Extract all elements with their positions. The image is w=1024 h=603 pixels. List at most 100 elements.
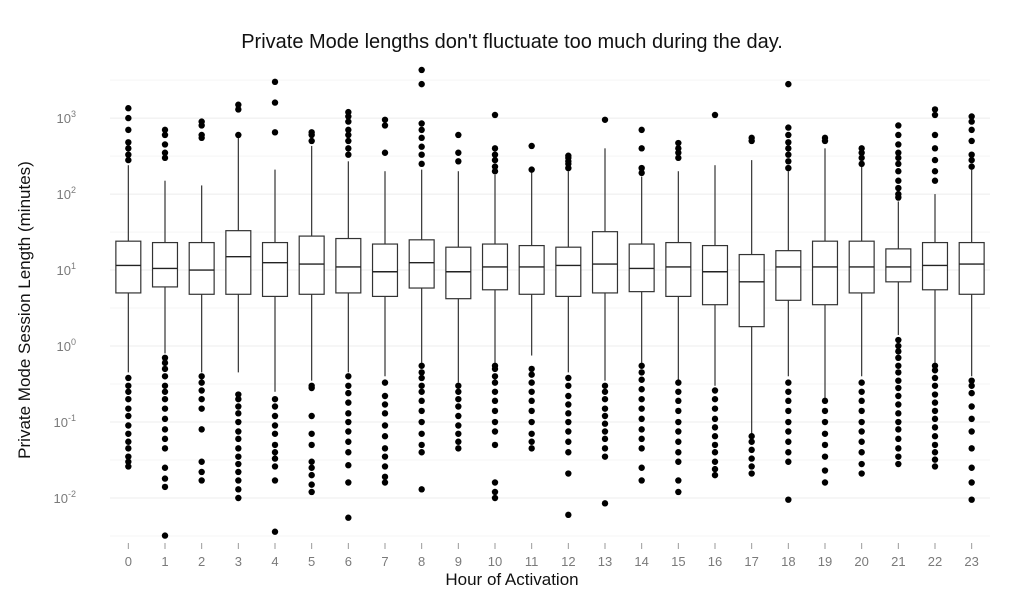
outlier-point xyxy=(675,397,682,405)
outlier-point xyxy=(711,441,719,449)
outlier-point xyxy=(418,151,425,158)
outlier-point xyxy=(381,379,389,386)
boxes-layer xyxy=(115,66,985,539)
outlier-point xyxy=(345,449,352,456)
outlier-point xyxy=(235,468,242,476)
outlier-point xyxy=(785,418,792,426)
outlier-point xyxy=(711,465,719,473)
outlier-point xyxy=(161,382,169,389)
outlier-point xyxy=(931,463,939,470)
outlier-point xyxy=(711,415,719,423)
outlier-point xyxy=(931,374,939,382)
outlier-point xyxy=(198,477,205,484)
outlier-point xyxy=(381,392,389,400)
outlier-point xyxy=(968,428,975,435)
outlier-point xyxy=(785,379,792,386)
outlier-point xyxy=(198,458,205,465)
outlier-point xyxy=(638,169,645,177)
outlier-point xyxy=(821,479,829,486)
outlier-point xyxy=(675,488,682,496)
box-iqr xyxy=(775,250,802,301)
outlier-point xyxy=(968,389,975,397)
outlier-point xyxy=(931,407,939,415)
outlier-point xyxy=(968,156,975,164)
outlier-point xyxy=(308,471,315,479)
x-tick-label: 14 xyxy=(634,554,648,569)
outlier-point xyxy=(235,395,242,403)
box-iqr xyxy=(151,241,179,288)
outlier-point xyxy=(271,78,279,86)
outlier-point xyxy=(931,106,939,113)
outlier-point xyxy=(931,391,939,398)
outlier-point xyxy=(895,445,902,452)
outlier-point xyxy=(491,407,499,415)
box-iqr xyxy=(335,237,362,294)
x-tick-label: 15 xyxy=(671,554,685,569)
outlier-point xyxy=(125,388,132,395)
outlier-point xyxy=(345,479,352,486)
outlier-point xyxy=(381,453,389,460)
outlier-point xyxy=(858,418,865,426)
gridlines xyxy=(110,79,990,537)
outlier-point xyxy=(271,455,279,462)
outlier-point xyxy=(785,407,792,415)
outlier-point xyxy=(968,163,975,170)
outlier-point xyxy=(345,145,352,152)
outlier-point xyxy=(308,137,315,145)
outlier-point xyxy=(271,129,279,136)
outlier-point xyxy=(601,116,609,123)
outlier-point xyxy=(931,156,939,164)
outlier-point xyxy=(968,377,975,384)
outlier-point xyxy=(895,460,902,468)
outlier-point xyxy=(785,164,792,172)
outlier-point xyxy=(638,395,645,403)
outlier-point xyxy=(931,424,939,431)
outlier-point xyxy=(345,399,352,406)
outlier-point xyxy=(271,412,279,420)
x-tick-label: 1 xyxy=(161,554,168,569)
outlier-point xyxy=(565,470,572,477)
outlier-point xyxy=(968,151,975,158)
outlier-point xyxy=(895,122,902,129)
chart-title: Private Mode lengths don't fluctuate too… xyxy=(241,31,783,53)
outlier-point xyxy=(161,365,169,373)
outlier-point xyxy=(858,438,865,445)
outlier-point xyxy=(858,154,865,162)
outlier-point xyxy=(271,430,279,437)
outlier-point xyxy=(455,149,462,156)
x-tick-label: 12 xyxy=(561,554,575,569)
outlier-point xyxy=(125,445,132,452)
y-tick-label: 10-1 xyxy=(54,413,76,430)
outlier-point xyxy=(345,462,352,469)
x-tick-label: 21 xyxy=(891,554,905,569)
box-hour-19 xyxy=(811,134,839,486)
outlier-point xyxy=(381,149,389,156)
outlier-point xyxy=(198,379,205,386)
outlier-point xyxy=(125,145,132,152)
outlier-point xyxy=(271,477,279,484)
outlier-point xyxy=(601,445,609,452)
box-iqr xyxy=(518,244,545,295)
outlier-point xyxy=(931,145,939,152)
box-hour-9 xyxy=(445,131,472,452)
outlier-point xyxy=(308,430,315,437)
outlier-point xyxy=(748,134,755,142)
outlier-point xyxy=(675,388,682,395)
outlier-point xyxy=(125,114,132,122)
outlier-point xyxy=(345,137,352,145)
box-hour-12 xyxy=(555,152,582,519)
outlier-point xyxy=(161,354,169,362)
outlier-point xyxy=(418,80,425,88)
outlier-point xyxy=(968,118,975,125)
outlier-point xyxy=(675,379,682,386)
outlier-point xyxy=(675,438,682,445)
outlier-point xyxy=(198,468,205,476)
outlier-point xyxy=(235,494,242,502)
outlier-point xyxy=(235,101,242,108)
y-tick-label: 100 xyxy=(57,337,76,354)
outlier-point xyxy=(638,376,645,383)
outlier-point xyxy=(821,453,829,460)
outlier-point xyxy=(271,463,279,470)
outlier-point xyxy=(785,131,792,139)
outlier-point xyxy=(931,415,939,423)
